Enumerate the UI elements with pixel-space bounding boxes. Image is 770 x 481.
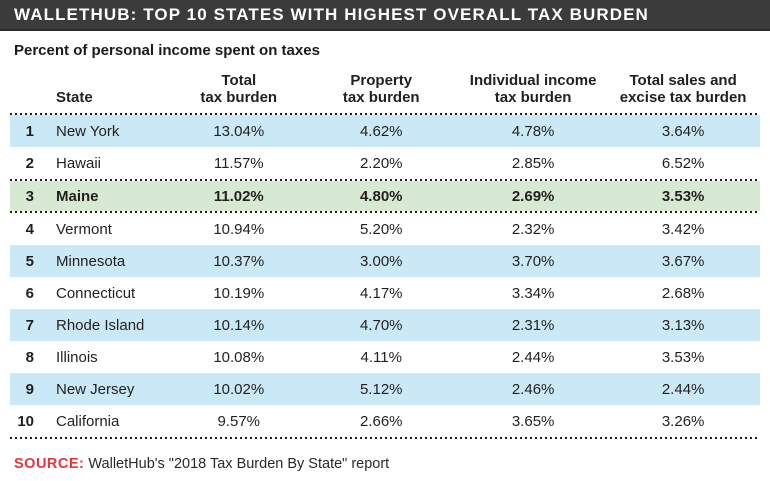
total-tax-cell: 11.02% bbox=[213, 187, 264, 205]
rank-cell: 8 bbox=[25, 348, 34, 366]
title-bar: WALLETHUB: TOP 10 STATES WITH HIGHEST OV… bbox=[0, 0, 770, 31]
source-text: WalletHub's "2018 Tax Burden By State" r… bbox=[88, 456, 390, 472]
table-row-vermont: 4 Vermont 10.94% 5.20% 2.32% 3.42% bbox=[10, 213, 760, 245]
rank-cell: 5 bbox=[25, 252, 34, 270]
property-tax-cell: 4.17% bbox=[359, 284, 403, 302]
sales-tax-cell: 2.68% bbox=[661, 284, 705, 302]
property-tax-cell: 4.80% bbox=[359, 187, 403, 205]
sales-tax-cell: 3.42% bbox=[661, 220, 705, 238]
property-tax-cell: 2.20% bbox=[359, 154, 403, 172]
property-tax-column-header: Property tax burden bbox=[342, 72, 420, 106]
state-cell: Minnesota bbox=[56, 252, 126, 270]
total-tax-cell: 9.57% bbox=[217, 412, 261, 430]
total-tax-cell: 10.94% bbox=[213, 220, 265, 238]
property-tax-cell: 5.20% bbox=[359, 220, 403, 238]
sales-tax-cell: 3.53% bbox=[661, 348, 705, 366]
state-cell: Illinois bbox=[56, 348, 98, 366]
rank-cell: 2 bbox=[25, 154, 34, 172]
source-line: SOURCE: WalletHub's "2018 Tax Burden By … bbox=[14, 456, 770, 472]
state-cell: Vermont bbox=[56, 220, 112, 238]
income-tax-cell: 2.46% bbox=[511, 380, 555, 398]
state-cell: Hawaii bbox=[56, 154, 102, 172]
sales-tax-cell: 3.67% bbox=[661, 252, 705, 270]
rank-cell: 10 bbox=[17, 412, 34, 430]
property-tax-cell: 3.00% bbox=[359, 252, 403, 270]
rank-cell: 9 bbox=[25, 380, 34, 398]
state-cell: New York bbox=[56, 122, 120, 140]
page-title: WALLETHUB: TOP 10 STATES WITH HIGHEST OV… bbox=[14, 4, 649, 24]
table-row-new-jersey: 9 New Jersey 10.02% 5.12% 2.46% 2.44% bbox=[10, 373, 760, 405]
highlight-divider-top-dotted bbox=[10, 179, 760, 181]
sales-tax-cell: 2.44% bbox=[661, 380, 705, 398]
total-tax-cell: 10.14% bbox=[213, 316, 265, 334]
sales-tax-cell: 3.26% bbox=[661, 412, 705, 430]
income-tax-cell: 2.44% bbox=[511, 348, 555, 366]
income-tax-cell: 4.78% bbox=[511, 122, 555, 140]
table-row-connecticut: 6 Connecticut 10.19% 4.17% 3.34% 2.68% bbox=[10, 277, 760, 309]
chart-subtitle: Percent of personal income spent on taxe… bbox=[14, 42, 320, 59]
income-tax-cell: 2.31% bbox=[511, 316, 555, 334]
income-tax-cell: 2.69% bbox=[511, 187, 555, 205]
sales-tax-cell: 6.52% bbox=[661, 154, 705, 172]
rank-cell: 6 bbox=[25, 284, 34, 302]
property-tax-cell: 2.66% bbox=[359, 412, 403, 430]
sales-tax-cell: 3.64% bbox=[661, 122, 705, 140]
income-tax-cell: 2.32% bbox=[511, 220, 555, 238]
sales-tax-column-header: Total sales and excise tax burden bbox=[619, 72, 747, 106]
total-tax-cell: 10.37% bbox=[213, 252, 265, 270]
property-tax-cell: 4.70% bbox=[359, 316, 403, 334]
table-row-california: 10 California 9.57% 2.66% 3.65% 3.26% bbox=[10, 405, 760, 437]
highlight-divider-bottom-dotted bbox=[10, 211, 760, 213]
table-row-new-york: 1 New York 13.04% 4.62% 4.78% 3.64% bbox=[10, 115, 760, 147]
tax-burden-table: State Total tax burden Property tax burd… bbox=[10, 72, 760, 439]
total-tax-cell: 10.19% bbox=[213, 284, 265, 302]
total-tax-cell: 11.57% bbox=[213, 154, 264, 172]
table-row-illinois: 8 Illinois 10.08% 4.11% 2.44% 3.53% bbox=[10, 341, 760, 373]
table-row-maine-highlighted: 3 Maine 11.02% 4.80% 2.69% 3.53% bbox=[10, 181, 760, 211]
state-cell: California bbox=[56, 412, 120, 430]
rank-cell: 7 bbox=[25, 316, 34, 334]
total-tax-cell: 10.02% bbox=[213, 380, 265, 398]
property-tax-cell: 5.12% bbox=[359, 380, 403, 398]
income-tax-cell: 3.34% bbox=[511, 284, 555, 302]
sales-tax-cell: 3.13% bbox=[661, 316, 705, 334]
rank-cell: 3 bbox=[25, 187, 34, 205]
table-row-rhode-island: 7 Rhode Island 10.14% 4.70% 2.31% 3.13% bbox=[10, 309, 760, 341]
total-tax-cell: 10.08% bbox=[213, 348, 265, 366]
state-cell: New Jersey bbox=[56, 380, 135, 398]
rank-cell: 4 bbox=[25, 220, 34, 238]
property-tax-cell: 4.11% bbox=[360, 348, 402, 366]
income-tax-column-header: Individual income tax burden bbox=[469, 72, 597, 106]
sales-tax-cell: 3.53% bbox=[661, 187, 705, 205]
state-cell: Maine bbox=[56, 187, 99, 205]
state-cell: Rhode Island bbox=[56, 316, 145, 334]
table-header-row: State Total tax burden Property tax burd… bbox=[10, 72, 760, 113]
state-column-header: State bbox=[56, 89, 93, 106]
total-tax-cell: 13.04% bbox=[213, 122, 265, 140]
rank-cell: 1 bbox=[25, 122, 34, 140]
income-tax-cell: 3.65% bbox=[511, 412, 555, 430]
income-tax-cell: 3.70% bbox=[511, 252, 555, 270]
table-row-minnesota: 5 Minnesota 10.37% 3.00% 3.70% 3.67% bbox=[10, 245, 760, 277]
table-bottom-dotted bbox=[10, 437, 760, 439]
source-label: SOURCE: bbox=[14, 456, 85, 472]
state-cell: Connecticut bbox=[56, 284, 136, 302]
property-tax-cell: 4.62% bbox=[359, 122, 403, 140]
total-tax-column-header: Total tax burden bbox=[200, 72, 278, 106]
income-tax-cell: 2.85% bbox=[511, 154, 555, 172]
header-divider-dotted bbox=[10, 113, 760, 115]
table-row-hawaii: 2 Hawaii 11.57% 2.20% 2.85% 6.52% bbox=[10, 147, 760, 179]
